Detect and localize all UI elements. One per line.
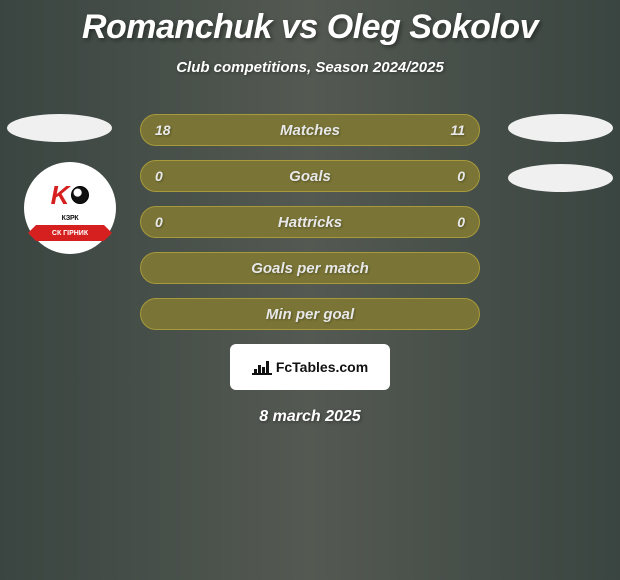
stat-row-goals: 0 Goals 0 bbox=[140, 160, 480, 192]
player-right-oval-1 bbox=[508, 114, 613, 142]
team-badge: K КЗРК СК ГІРНИК bbox=[24, 162, 116, 254]
badge-top: K bbox=[46, 175, 94, 215]
stat-row-matches: 18 Matches 11 bbox=[140, 114, 480, 146]
stat-right-matches: 11 bbox=[450, 122, 465, 138]
stat-row-mpg: Min per goal bbox=[140, 298, 480, 330]
stat-left-goals: 0 bbox=[155, 168, 163, 184]
bar-chart-icon bbox=[252, 359, 272, 375]
badge-ribbon: СК ГІРНИК bbox=[36, 225, 104, 241]
stat-row-gpm: Goals per match bbox=[140, 252, 480, 284]
stat-row-hattricks: 0 Hattricks 0 bbox=[140, 206, 480, 238]
stat-left-hattricks: 0 bbox=[155, 214, 163, 230]
player-left-oval bbox=[7, 114, 112, 142]
badge-small-text: КЗРК bbox=[62, 215, 79, 222]
stat-right-goals: 0 bbox=[457, 168, 465, 184]
stat-label-hattricks: Hattricks bbox=[278, 214, 342, 231]
stat-right-hattricks: 0 bbox=[457, 214, 465, 230]
stat-label-gpm: Goals per match bbox=[251, 260, 369, 277]
page-title: Romanchuk vs Oleg Sokolov bbox=[0, 0, 620, 47]
date: 8 march 2025 bbox=[0, 408, 620, 426]
stat-left-matches: 18 bbox=[155, 122, 171, 138]
stat-label-matches: Matches bbox=[280, 122, 340, 139]
soccer-ball-icon bbox=[71, 186, 89, 204]
brand-box: FcTables.com bbox=[230, 344, 390, 390]
badge-letter: K bbox=[51, 180, 70, 211]
player-right-oval-2 bbox=[508, 164, 613, 192]
badge-inner: K КЗРК СК ГІРНИК bbox=[40, 172, 100, 244]
stat-label-goals: Goals bbox=[289, 168, 331, 185]
brand-text: FcTables.com bbox=[276, 359, 368, 375]
stats-container: K КЗРК СК ГІРНИК 18 Matches 11 0 Goals 0… bbox=[0, 114, 620, 330]
stat-label-mpg: Min per goal bbox=[266, 306, 354, 323]
subtitle: Club competitions, Season 2024/2025 bbox=[0, 59, 620, 76]
